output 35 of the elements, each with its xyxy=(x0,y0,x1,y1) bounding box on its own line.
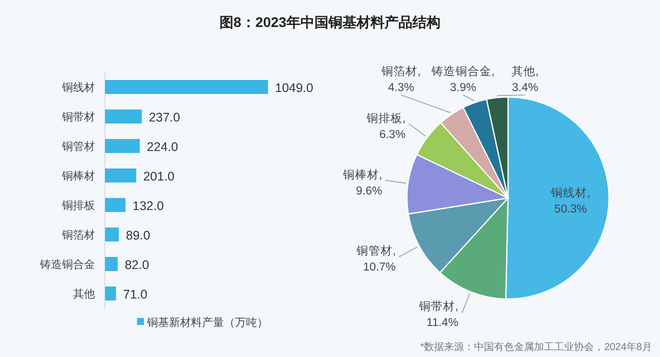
bar xyxy=(105,110,142,124)
slice-label: 铜线材,50.3% xyxy=(550,186,590,216)
bar xyxy=(105,286,116,300)
bar xyxy=(105,198,126,212)
y-tick-label: 铜箔材 xyxy=(61,228,95,242)
text: 图8：2023年中国铜基材料产品结构 xyxy=(220,14,440,30)
bar xyxy=(105,139,140,153)
y-tick-label: 铸造铜合金 xyxy=(39,258,95,271)
y-tick-label: 铜带材 xyxy=(61,110,95,124)
slice-label: 其他,3.4% xyxy=(512,65,539,94)
data-label: 89.0 xyxy=(126,228,150,242)
legend-label: 铜基新材料产量（万吨） xyxy=(146,316,268,329)
y-tick-label: 铜排板 xyxy=(61,200,95,212)
y-tick-label: 其他 xyxy=(73,288,95,300)
y-tick-label: 铜线材 xyxy=(61,81,95,94)
text: *数据来源：中国有色金属加工工业协会，2024年8月 xyxy=(420,341,652,353)
slice-label: 铜棒材,9.6% xyxy=(342,168,382,198)
bar xyxy=(105,168,136,182)
data-label: 71.0 xyxy=(123,288,148,302)
y-tick-label: 铜棒材 xyxy=(61,170,95,182)
bar xyxy=(105,80,268,94)
data-label: 201.0 xyxy=(143,170,175,184)
slice-label: 铜管材,10.7% xyxy=(356,244,396,274)
data-label: 132.0 xyxy=(132,199,164,213)
y-tick-label: 铜管材 xyxy=(61,140,95,153)
slice-label: 铜带材,11.4% xyxy=(418,300,458,330)
bar xyxy=(105,257,118,271)
data-label: 82.0 xyxy=(124,258,150,272)
bar xyxy=(105,228,119,242)
data-label: 237.0 xyxy=(148,110,180,124)
slice-label: 铜箔材,4.3% xyxy=(380,65,421,94)
slice-label: 铜排板,6.3% xyxy=(365,112,406,142)
slice-label: 铸造铜合金,3.9% xyxy=(430,65,495,94)
data-label: 1049.0 xyxy=(275,81,314,95)
data-label: 224.0 xyxy=(146,140,178,154)
